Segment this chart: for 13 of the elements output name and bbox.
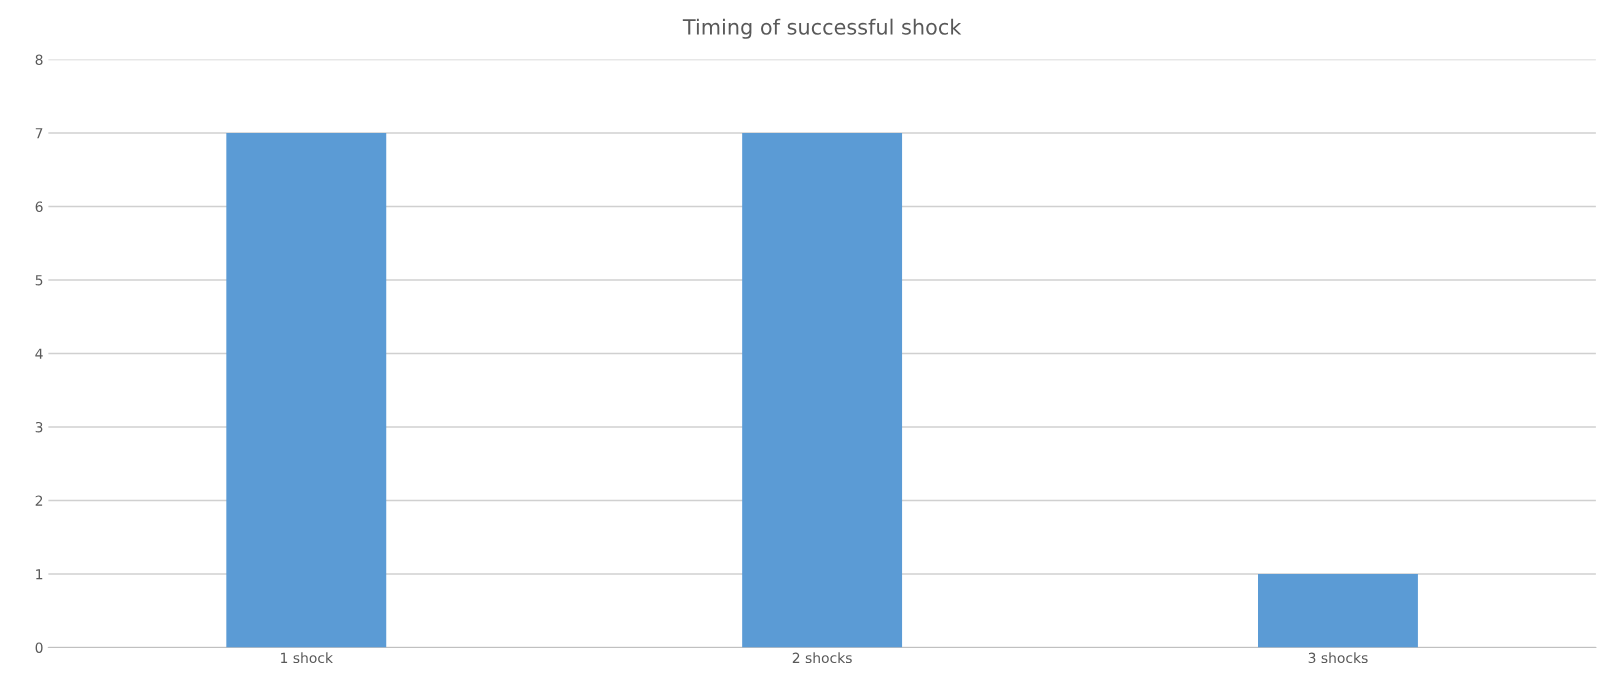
y-tick-label: 5 (35, 275, 43, 286)
y-tick-label: 2 (35, 495, 43, 506)
y-tick-label: 6 (35, 201, 43, 212)
y-tick-label: 3 (35, 421, 43, 433)
y-tick-label: 0 (35, 642, 43, 653)
x-tick-label: 1 shock (281, 652, 333, 664)
x-tick-label: 2 shocks (792, 652, 852, 664)
y-tick-label: 8 (35, 54, 43, 65)
y-tick-label: 4 (35, 348, 43, 359)
x-tick-label: 3 shocks (1308, 652, 1368, 664)
chart-title: Timing of successful shock (682, 18, 962, 39)
y-tick-label: 1 (36, 569, 43, 580)
y-tick-label: 7 (35, 128, 43, 139)
